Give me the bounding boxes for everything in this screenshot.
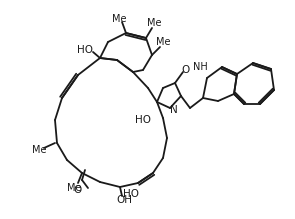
Text: Me: Me: [67, 183, 81, 193]
Text: Me: Me: [156, 37, 170, 47]
Text: Me: Me: [32, 145, 46, 155]
Text: HO: HO: [123, 189, 139, 199]
Text: OH: OH: [116, 195, 132, 205]
Text: O: O: [73, 185, 81, 195]
Text: NH: NH: [193, 62, 207, 72]
Text: Me: Me: [147, 18, 161, 28]
Text: Me: Me: [112, 14, 126, 24]
Text: HO: HO: [135, 115, 151, 125]
Text: O: O: [181, 65, 189, 75]
Text: N: N: [170, 105, 178, 115]
Text: HO: HO: [77, 45, 93, 55]
